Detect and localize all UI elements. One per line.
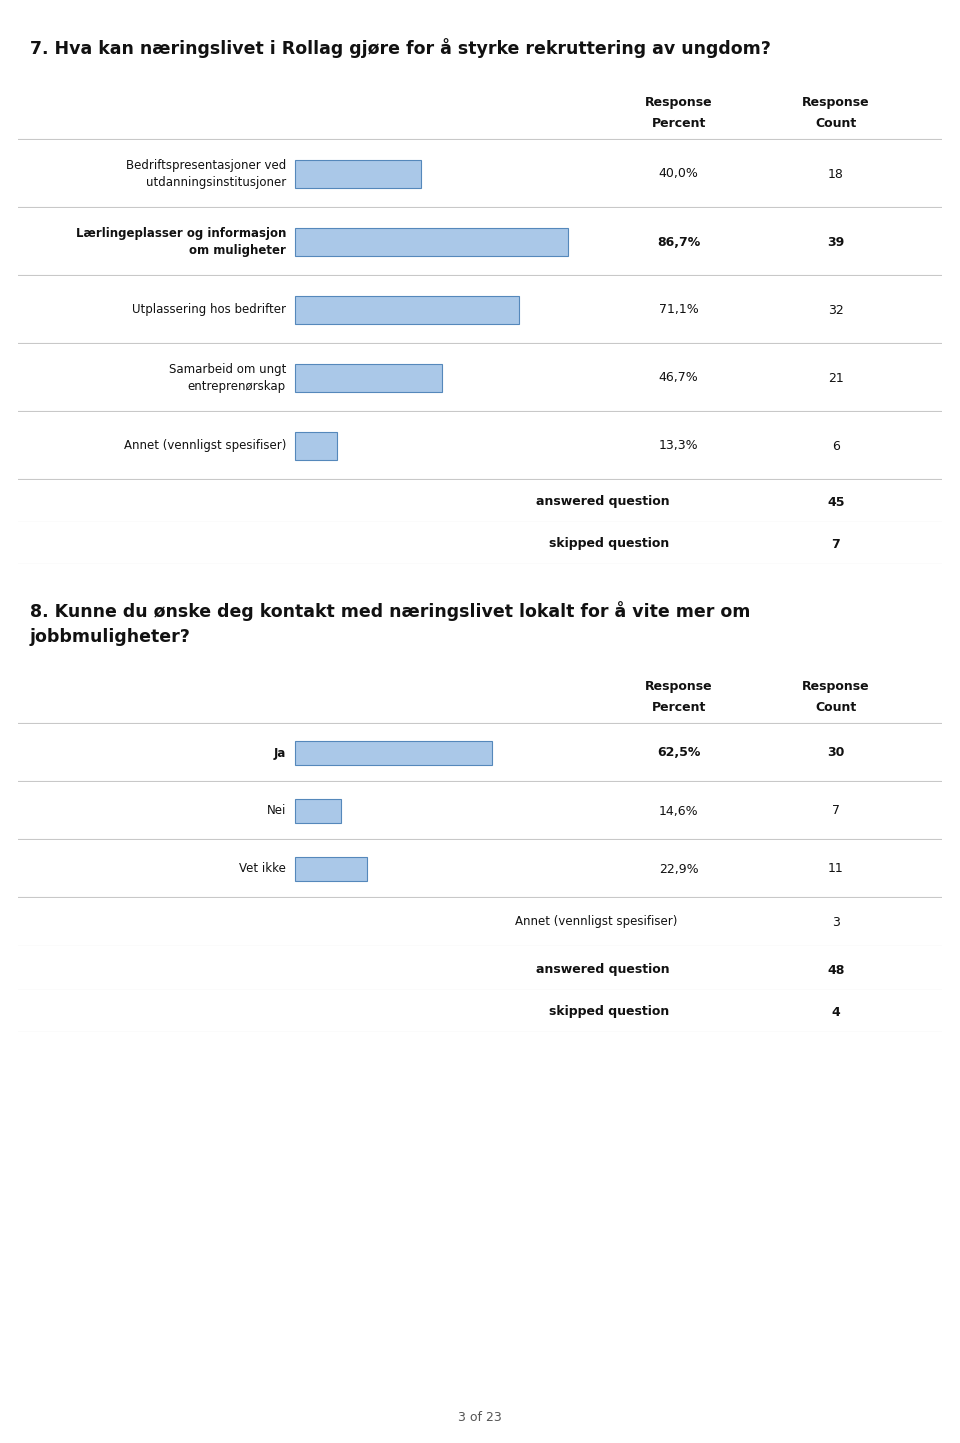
Text: 7. Hva kan næringslivet i Rollag gjøre for å styrke rekruttering av ungdom?: 7. Hva kan næringslivet i Rollag gjøre f… [30, 38, 771, 58]
Text: Ja: Ja [274, 746, 286, 759]
Text: 11: 11 [828, 863, 844, 876]
Text: 40,0%: 40,0% [659, 167, 699, 180]
Text: 18: 18 [828, 167, 844, 180]
Text: 7: 7 [831, 805, 840, 818]
Text: Samarbeid om ungt
entreprenørskap: Samarbeid om ungt entreprenørskap [169, 364, 286, 392]
Text: Annet (vennligst spesifiser): Annet (vennligst spesifiser) [124, 440, 286, 453]
Text: Vet ikke: Vet ikke [239, 863, 286, 876]
Bar [296, 433, 337, 460]
Text: 46,7%: 46,7% [659, 371, 699, 384]
Bar [296, 799, 341, 823]
Bar [296, 742, 492, 765]
Bar [296, 857, 367, 880]
Text: 3 of 23: 3 of 23 [458, 1411, 502, 1424]
Text: 3: 3 [831, 915, 840, 928]
Text: Percent: Percent [652, 117, 706, 130]
Text: answered question: answered question [536, 964, 669, 977]
Text: 7: 7 [831, 537, 840, 550]
Text: skipped question: skipped question [549, 1006, 669, 1019]
Text: Utplassering hos bedrifter: Utplassering hos bedrifter [132, 303, 286, 316]
Text: answered question: answered question [536, 495, 669, 508]
Text: Response: Response [802, 95, 870, 108]
Text: 48: 48 [828, 964, 845, 977]
Bar [296, 228, 567, 255]
Text: Response: Response [645, 95, 712, 108]
Text: Bedriftspresentasjoner ved
utdanningsinstitusjoner: Bedriftspresentasjoner ved utdanningsins… [126, 159, 286, 189]
Text: 14,6%: 14,6% [659, 805, 699, 818]
Text: skipped question: skipped question [549, 537, 669, 550]
Text: Count: Count [815, 701, 856, 714]
Text: 32: 32 [828, 303, 844, 316]
Text: 4: 4 [831, 1006, 840, 1019]
Text: 21: 21 [828, 371, 844, 384]
Text: 39: 39 [828, 235, 845, 248]
Text: 62,5%: 62,5% [657, 746, 701, 759]
Text: Response: Response [645, 680, 712, 693]
Text: 45: 45 [827, 495, 845, 508]
Text: 13,3%: 13,3% [659, 440, 699, 453]
Text: 6: 6 [831, 440, 840, 453]
Bar [296, 365, 442, 391]
Text: Percent: Percent [652, 701, 706, 714]
Text: Lærlingeplasser og informasjon
om muligheter: Lærlingeplasser og informasjon om muligh… [76, 227, 286, 257]
Bar [296, 296, 518, 323]
Text: Nei: Nei [267, 805, 286, 818]
Text: 86,7%: 86,7% [657, 235, 700, 248]
Text: Response: Response [802, 680, 870, 693]
Text: Count: Count [815, 117, 856, 130]
Text: 71,1%: 71,1% [659, 303, 699, 316]
Text: 22,9%: 22,9% [659, 863, 699, 876]
Bar [296, 160, 420, 188]
Text: Annet (vennligst spesifiser): Annet (vennligst spesifiser) [516, 915, 678, 928]
Text: 30: 30 [828, 746, 845, 759]
Text: 8. Kunne du ønske deg kontakt med næringslivet lokalt for å vite mer om
jobbmuli: 8. Kunne du ønske deg kontakt med næring… [30, 600, 751, 646]
